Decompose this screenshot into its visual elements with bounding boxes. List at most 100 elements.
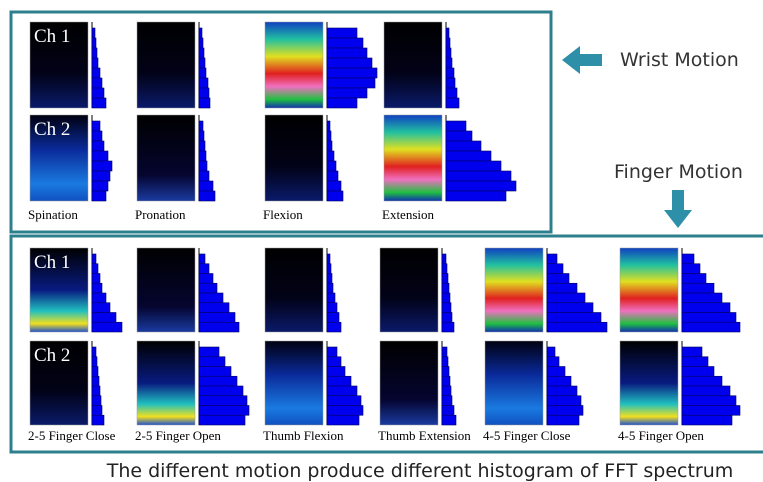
histogram-bar — [547, 367, 565, 377]
histogram-bar — [327, 131, 331, 141]
spectrogram — [137, 22, 195, 108]
histogram-bar — [682, 313, 736, 323]
histogram-bar — [327, 38, 363, 48]
motion-label: Flexion — [263, 207, 303, 222]
histogram-bar — [547, 303, 593, 313]
histogram-bar — [682, 357, 708, 367]
down-arrow — [664, 190, 692, 228]
histogram-bar — [327, 283, 333, 293]
spectrogram — [137, 248, 195, 332]
spectrogram — [265, 22, 323, 108]
histogram-bar — [547, 283, 577, 293]
motion-label: Spination — [28, 207, 78, 222]
histogram-bar — [92, 303, 110, 313]
histogram-bar — [682, 406, 740, 416]
histogram-bar — [92, 274, 100, 284]
histogram-bar — [682, 254, 694, 264]
histogram-bar — [547, 264, 563, 274]
histogram-bar — [92, 131, 102, 141]
histogram-bar — [327, 274, 332, 284]
histogram-bar — [199, 357, 225, 367]
histogram-bar — [92, 28, 95, 38]
left-arrow — [562, 46, 602, 74]
histogram-bar — [199, 78, 208, 88]
histogram-bar — [199, 131, 204, 141]
spectrogram — [384, 22, 442, 108]
histogram-bar — [92, 357, 97, 367]
histogram-bar — [446, 38, 450, 48]
histogram-bar — [442, 347, 447, 357]
spectrogram — [265, 341, 323, 425]
figure: Wrist Motion Finger Motion The different… — [0, 0, 763, 482]
histogram-bar — [327, 98, 357, 108]
histogram-bar — [547, 274, 569, 284]
histogram-bar — [682, 347, 702, 357]
histogram-bar — [199, 88, 209, 98]
channel-label: Ch 2 — [34, 119, 70, 140]
histogram-bar — [547, 386, 577, 396]
histogram-bar — [547, 357, 559, 367]
spectrogram — [384, 115, 442, 201]
histogram-bar — [92, 141, 104, 151]
histogram-bar — [446, 88, 457, 98]
histogram-bar — [682, 303, 730, 313]
histogram-bar — [199, 38, 203, 48]
histogram-bar — [442, 264, 447, 274]
histogram-bar — [92, 322, 122, 332]
histogram-bar — [327, 367, 345, 377]
histogram-bar — [446, 151, 491, 161]
histogram-bar — [92, 376, 99, 386]
histogram-bar — [442, 303, 451, 313]
histogram-bar — [199, 151, 206, 161]
histogram-bar — [327, 322, 341, 332]
histogram-bar — [327, 357, 341, 367]
finger-label: Finger Motion — [614, 161, 743, 183]
histogram-bar — [199, 98, 210, 108]
histogram-bar — [682, 274, 706, 284]
histogram-bar — [327, 28, 357, 38]
histogram-bar — [199, 415, 245, 425]
histogram-bar — [547, 347, 555, 357]
histogram-bar — [199, 293, 223, 303]
histogram-bar — [92, 88, 104, 98]
channel-label: Ch 1 — [34, 252, 70, 273]
histogram-bar — [442, 293, 450, 303]
histogram-bar — [446, 48, 451, 58]
histogram-bar — [199, 68, 206, 78]
histogram-bar — [682, 264, 700, 274]
channel-label: Ch 1 — [34, 26, 70, 47]
caption: The different motion produce different h… — [106, 460, 734, 482]
histogram-bar — [199, 121, 203, 131]
motion-label: 2-5 Finger Open — [135, 428, 221, 443]
histogram-bar — [199, 303, 229, 313]
histogram-bar — [682, 293, 722, 303]
histogram-bar — [199, 48, 204, 58]
histogram-bar — [547, 254, 557, 264]
histogram-bar — [327, 386, 357, 396]
histogram-bar — [446, 191, 506, 201]
histogram-bar — [92, 254, 96, 264]
histogram-bar — [199, 28, 202, 38]
histogram-bar — [442, 396, 452, 406]
histogram-bar — [92, 68, 100, 78]
histogram-bar — [442, 406, 454, 416]
histogram-bar — [327, 58, 372, 68]
histogram-bar — [92, 415, 104, 425]
spectrogram — [137, 341, 195, 425]
histogram-bar — [92, 48, 97, 58]
histogram-bar — [327, 151, 334, 161]
motion-label: Pronation — [135, 207, 186, 222]
histogram-bar — [92, 191, 106, 201]
motion-label: Extension — [382, 207, 434, 222]
histogram-bar — [446, 141, 481, 151]
histogram-bar — [327, 415, 359, 425]
histogram-bar — [442, 376, 450, 386]
histogram-bar — [199, 367, 231, 377]
histogram-bar — [92, 38, 96, 48]
histogram-bar — [92, 293, 106, 303]
histogram-bar — [199, 161, 207, 171]
histogram-bar — [92, 98, 106, 108]
spectrogram — [620, 248, 678, 332]
spectrogram — [265, 115, 323, 201]
histogram-bar — [92, 121, 100, 131]
